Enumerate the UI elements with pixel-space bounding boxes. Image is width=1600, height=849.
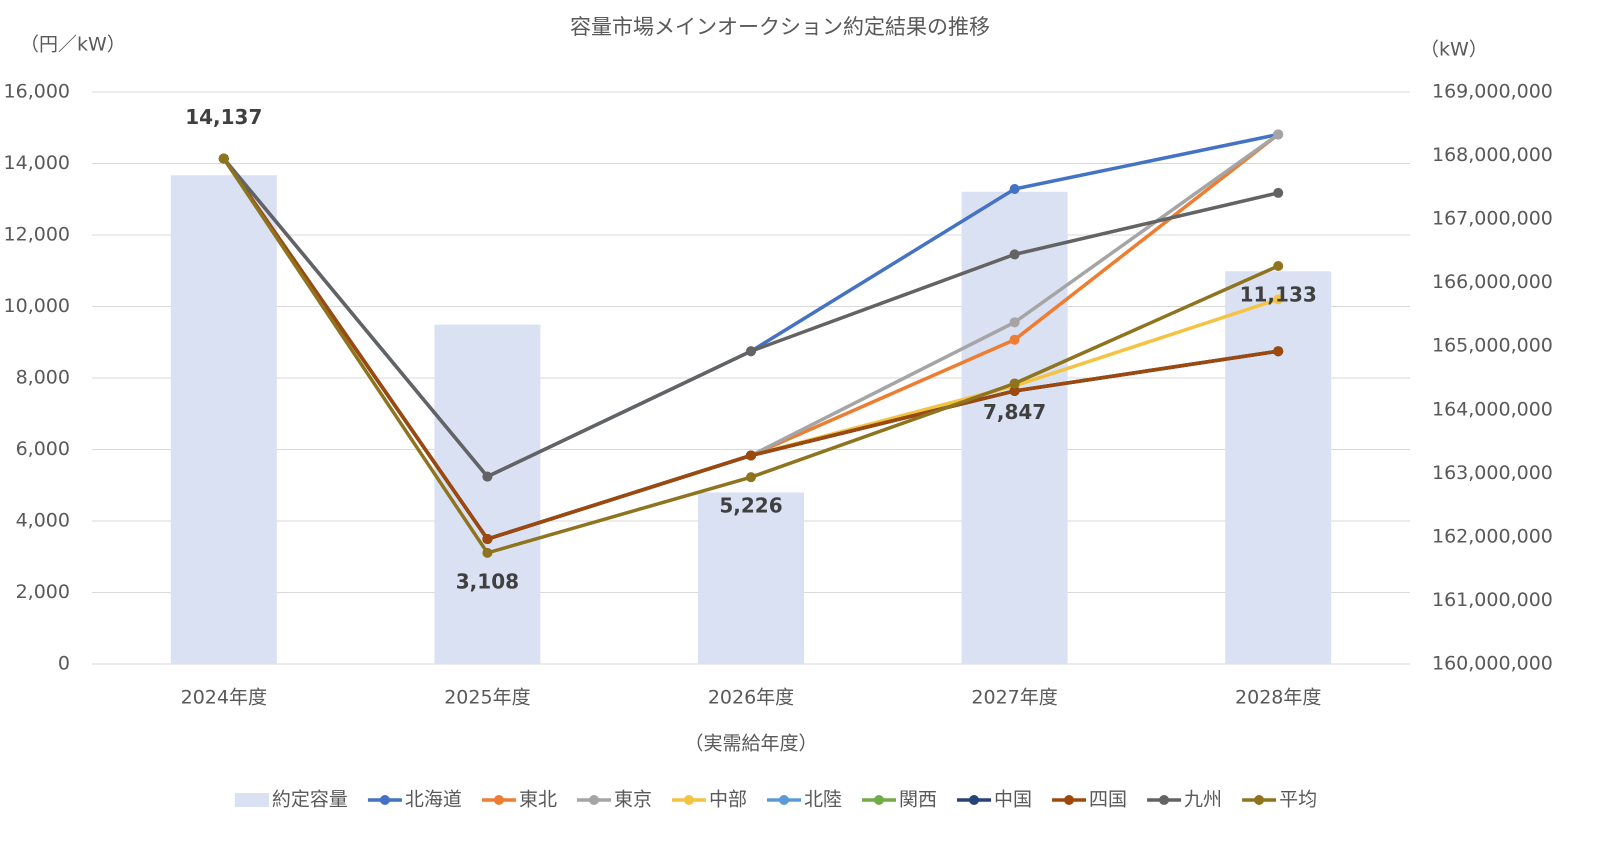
y2-tick-label: 168,000,000 xyxy=(1432,144,1553,166)
line xyxy=(222,132,1279,479)
point xyxy=(1009,317,1020,328)
y-tick-label: 16,000 xyxy=(4,81,70,103)
y-tick-label: 2,000 xyxy=(16,581,70,603)
point xyxy=(746,346,756,357)
bar xyxy=(1225,271,1332,664)
legend-marker xyxy=(1064,795,1075,805)
y-tick-label: 14,000 xyxy=(4,152,70,174)
legend-marker xyxy=(969,795,980,805)
legend-marker xyxy=(588,795,599,805)
legend-marker xyxy=(493,795,504,805)
legend-label: 北陸 xyxy=(804,789,842,811)
data-label: 11,133 xyxy=(1240,282,1317,306)
legend-label: 北海道 xyxy=(405,789,462,811)
point xyxy=(1009,249,1020,260)
legend-label: 中部 xyxy=(709,789,747,811)
y-tick-label: 8,000 xyxy=(16,367,70,389)
bar xyxy=(434,324,541,664)
point xyxy=(1009,183,1020,194)
y2-tick-label: 164,000,000 xyxy=(1432,398,1553,420)
x-tick-label: 2027年度 xyxy=(971,687,1057,709)
point xyxy=(1273,187,1284,198)
y2-tick-label: 162,000,000 xyxy=(1432,525,1553,547)
legend-marker xyxy=(1159,795,1170,805)
legend-marker xyxy=(1254,795,1265,805)
y2-tick-label: 161,000,000 xyxy=(1432,589,1553,611)
y2-tick-label: 166,000,000 xyxy=(1432,271,1553,293)
y-axis-title: （円／kW） xyxy=(20,34,126,56)
point xyxy=(1273,346,1284,357)
x-tick-label: 2025年度 xyxy=(444,687,530,709)
legend-marker xyxy=(683,795,694,805)
point xyxy=(482,534,493,545)
y-tick-label: 10,000 xyxy=(4,295,70,317)
x-tick-label: 2026年度 xyxy=(708,687,794,709)
y2-tick-label: 165,000,000 xyxy=(1432,335,1553,357)
point xyxy=(218,153,229,164)
x-tick-label: 2028年度 xyxy=(1235,687,1321,709)
point xyxy=(746,450,756,461)
chart-title: 容量市場メインオークション約定結果の推移 xyxy=(570,15,990,39)
point xyxy=(1273,260,1284,271)
y-tick-label: 0 xyxy=(58,653,70,675)
point xyxy=(1009,334,1020,345)
x-tick-label: 2024年度 xyxy=(181,687,267,709)
x-axis-title: （実需給年度） xyxy=(684,733,817,755)
data-label: 14,137 xyxy=(185,105,262,129)
data-label: 5,226 xyxy=(719,494,782,518)
line xyxy=(222,157,1279,479)
legend-label: 中国 xyxy=(994,789,1032,811)
y2-tick-label: 169,000,000 xyxy=(1432,81,1553,103)
y2-tick-label: 167,000,000 xyxy=(1432,208,1553,230)
legend-marker xyxy=(379,795,390,805)
legend-label: 四国 xyxy=(1089,789,1127,811)
point xyxy=(482,471,493,482)
legend-label: 九州 xyxy=(1184,789,1222,811)
legend-swatch xyxy=(234,793,269,807)
bar xyxy=(698,492,804,664)
y-tick-label: 4,000 xyxy=(16,510,70,532)
legend-label: 関西 xyxy=(899,789,937,811)
legend-marker xyxy=(778,795,789,805)
point xyxy=(1273,129,1284,140)
legend-label: 東京 xyxy=(614,789,652,811)
y2-tick-label: 160,000,000 xyxy=(1432,653,1553,675)
bar xyxy=(961,191,1068,664)
point xyxy=(746,472,756,483)
point xyxy=(482,547,493,558)
y-tick-label: 12,000 xyxy=(4,224,70,246)
point xyxy=(1009,385,1020,396)
y2-tick-label: 163,000,000 xyxy=(1432,462,1553,484)
bar xyxy=(170,175,277,664)
y2-axis-title: （kW） xyxy=(1420,39,1488,61)
legend: 約定容量 北海道 東北 東京 中部 北陸 関西 中国 四国 九州 平均 xyxy=(234,789,1317,811)
point xyxy=(1009,378,1020,389)
legend-marker xyxy=(874,795,885,805)
data-label: 7,847 xyxy=(983,400,1046,424)
point xyxy=(1273,294,1284,305)
y-tick-label: 6,000 xyxy=(16,438,70,460)
data-label: 3,108 xyxy=(456,569,519,593)
legend-label: 約定容量 xyxy=(272,789,348,811)
legend-label: 平均 xyxy=(1279,789,1317,811)
legend-label: 東北 xyxy=(519,789,557,811)
